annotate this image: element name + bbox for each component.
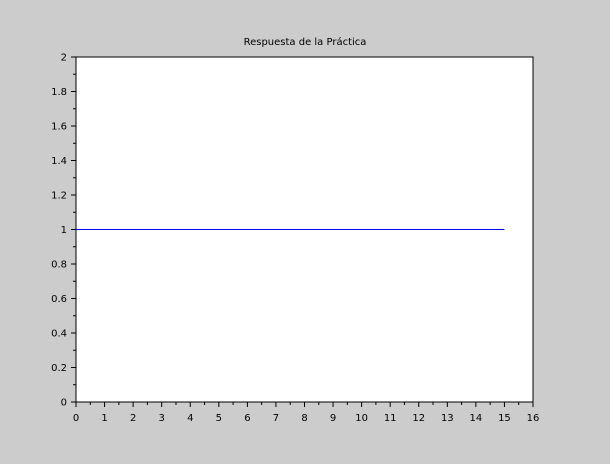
y-tick-label: 1.4 bbox=[51, 156, 67, 167]
x-tick-label: 16 bbox=[527, 413, 540, 424]
y-tick-label: 0.8 bbox=[51, 260, 67, 271]
x-tick-label: 4 bbox=[187, 413, 193, 424]
x-axis: 0 1 2 3 4 5 6 7 8 9 10 11 12 13 14 15 16 bbox=[73, 402, 540, 424]
x-tick-label: 3 bbox=[159, 413, 165, 424]
y-tick-label: 1.6 bbox=[51, 122, 67, 133]
x-tick-label: 12 bbox=[412, 413, 425, 424]
y-tick-label: 0.2 bbox=[51, 363, 67, 374]
x-tick-label: 0 bbox=[73, 413, 79, 424]
x-tick-label: 7 bbox=[273, 413, 279, 424]
x-tick-label: 15 bbox=[498, 413, 511, 424]
y-tick-label: 2 bbox=[61, 53, 67, 64]
y-tick-label: 1.2 bbox=[51, 191, 67, 202]
y-axis: 0 0.2 0.4 0.6 0.8 1 1.2 1.4 1.6 1.8 2 bbox=[51, 53, 76, 409]
chart-title: Respuesta de la Práctica bbox=[244, 36, 367, 48]
x-tick-label: 11 bbox=[384, 413, 397, 424]
x-tick-label: 5 bbox=[216, 413, 222, 424]
x-tick-label: 14 bbox=[470, 413, 483, 424]
x-tick-label: 10 bbox=[355, 413, 368, 424]
x-tick-label: 8 bbox=[301, 413, 307, 424]
x-tick-label: 1 bbox=[101, 413, 107, 424]
y-tick-label: 1 bbox=[61, 225, 67, 236]
x-tick-label: 9 bbox=[330, 413, 336, 424]
x-tick-label: 13 bbox=[441, 413, 454, 424]
x-tick-label: 2 bbox=[130, 413, 136, 424]
y-tick-label: 0.4 bbox=[51, 329, 67, 340]
y-tick-label: 0.6 bbox=[51, 294, 67, 305]
y-tick-label: 0 bbox=[61, 398, 67, 409]
x-tick-label: 6 bbox=[244, 413, 250, 424]
y-tick-label: 1.8 bbox=[51, 87, 67, 98]
